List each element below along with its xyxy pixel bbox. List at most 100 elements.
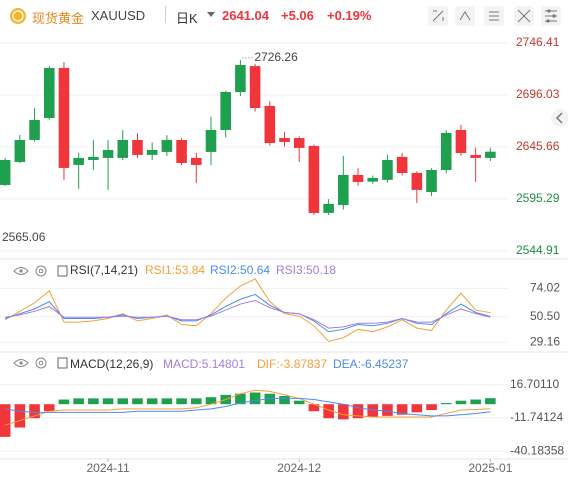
candle-body — [323, 203, 334, 213]
histogram-bar — [117, 398, 129, 405]
histogram-bar — [132, 398, 143, 405]
histogram-bar — [161, 398, 173, 405]
histogram-bar — [338, 404, 349, 420]
candle-body — [205, 129, 217, 152]
candle-body — [249, 66, 261, 108]
histogram-bar — [455, 400, 467, 405]
candle-body — [308, 145, 320, 213]
candle-body — [132, 139, 143, 155]
histogram-bar — [88, 398, 99, 405]
histogram-bar — [73, 398, 84, 405]
y-tick-label: -40.18358 — [510, 443, 564, 457]
legend-name: DEA — [333, 357, 358, 371]
candle-body — [176, 139, 187, 163]
legend-value: 50.64 — [240, 263, 270, 277]
settings-icon[interactable] — [35, 265, 47, 277]
candle-body — [426, 169, 437, 192]
histogram-bar — [396, 404, 408, 415]
candle-body — [43, 67, 55, 119]
candle-body — [161, 139, 173, 152]
price: 2641.04 — [222, 8, 269, 23]
eye-icon[interactable] — [13, 267, 29, 275]
candle-body — [190, 157, 202, 165]
legend-value: -6.45237 — [361, 357, 409, 371]
histogram-bar — [293, 400, 305, 405]
macd-line — [4, 389, 491, 426]
low-annotation: 2565.06 — [2, 230, 46, 244]
candle-body — [146, 149, 158, 155]
draw-tool-button[interactable] — [428, 6, 448, 26]
histogram-bar — [264, 393, 276, 405]
y-tick-label: 2544.91 — [516, 243, 560, 257]
candle-body — [29, 119, 40, 140]
candle-body — [470, 154, 481, 158]
candle-body — [58, 67, 70, 168]
panel-title: MACD(12,26,9) — [70, 357, 153, 371]
histogram-bar — [382, 404, 393, 416]
histogram-bar — [29, 404, 40, 419]
symbol: XAUUSD — [91, 8, 146, 23]
histogram-bar — [470, 399, 481, 405]
histogram-bar — [440, 403, 452, 405]
histogram-bar — [205, 397, 217, 405]
histogram-bar — [426, 404, 437, 411]
histogram-bar — [367, 404, 379, 418]
period-selector[interactable]: 日K — [176, 11, 198, 26]
y-tick-label: 2595.29 — [516, 191, 560, 205]
candle-body — [440, 132, 452, 170]
candle-body — [220, 92, 231, 130]
histogram-bar — [58, 399, 70, 405]
legend-value: -3.87837 — [280, 357, 328, 371]
candle-body — [485, 151, 496, 158]
x-tick-label: 2025-01 — [468, 461, 512, 475]
candle-body — [396, 156, 408, 173]
dropdown-arrow[interactable] — [207, 12, 215, 17]
legend-name: MACD — [163, 357, 199, 371]
compare-button[interactable] — [455, 6, 475, 26]
settings-button[interactable] — [541, 6, 561, 26]
divider — [165, 6, 166, 23]
collapse-button[interactable] — [551, 109, 568, 127]
eye-icon[interactable] — [13, 359, 29, 367]
legend-entry: RSI1:53.84 — [145, 263, 205, 277]
y-tick-label: 74.02 — [530, 281, 560, 295]
indicator-icon[interactable] — [57, 265, 68, 277]
candle-body — [102, 149, 114, 158]
rsi-line — [4, 278, 491, 342]
rsi-line — [5, 299, 491, 329]
legend-entry: RSI3:50.18 — [276, 263, 336, 277]
indicator-button[interactable] — [484, 6, 504, 26]
fullscreen-button[interactable] — [514, 6, 534, 26]
legend-entry: DEA:-6.45237 — [333, 357, 409, 371]
settings-icon[interactable] — [35, 357, 47, 369]
legend-name: RSI2 — [210, 263, 237, 277]
candle-body — [235, 64, 246, 93]
legend-entry: DIF:-3.87837 — [257, 357, 327, 371]
candle-body — [293, 138, 305, 148]
legend-entry: RSI2:50.64 — [210, 263, 270, 277]
histogram-bar — [14, 404, 26, 428]
histogram-bar — [485, 398, 496, 405]
histogram-bar — [308, 404, 320, 412]
legend-value: 50.18 — [306, 263, 336, 277]
candle-body — [14, 139, 26, 162]
candle-body — [411, 172, 423, 190]
candle-body — [88, 156, 99, 160]
candle-body — [338, 174, 349, 205]
indicator-icon[interactable] — [57, 357, 68, 369]
histogram-bar — [190, 398, 202, 405]
x-tick-label: 2024-12 — [277, 461, 321, 475]
change: +5.06 — [281, 8, 314, 23]
x-tick-label: 2024-11 — [86, 461, 129, 475]
legend-entry: MACD:5.14801 — [163, 357, 245, 371]
y-tick-label: 2746.41 — [516, 35, 560, 49]
panel-title: RSI(7,14,21) — [70, 263, 138, 277]
header: 现货黄金 XAUUSD 日K 2641.04 +5.06 +0.19% — [0, 0, 568, 30]
histogram-bar — [411, 404, 423, 413]
instrument-name: 现货黄金 — [32, 11, 85, 26]
histogram-bar — [352, 404, 364, 419]
candle-body — [352, 174, 364, 182]
coin-icon — [10, 8, 26, 24]
toolbar — [428, 6, 561, 26]
candle-body — [382, 159, 393, 180]
